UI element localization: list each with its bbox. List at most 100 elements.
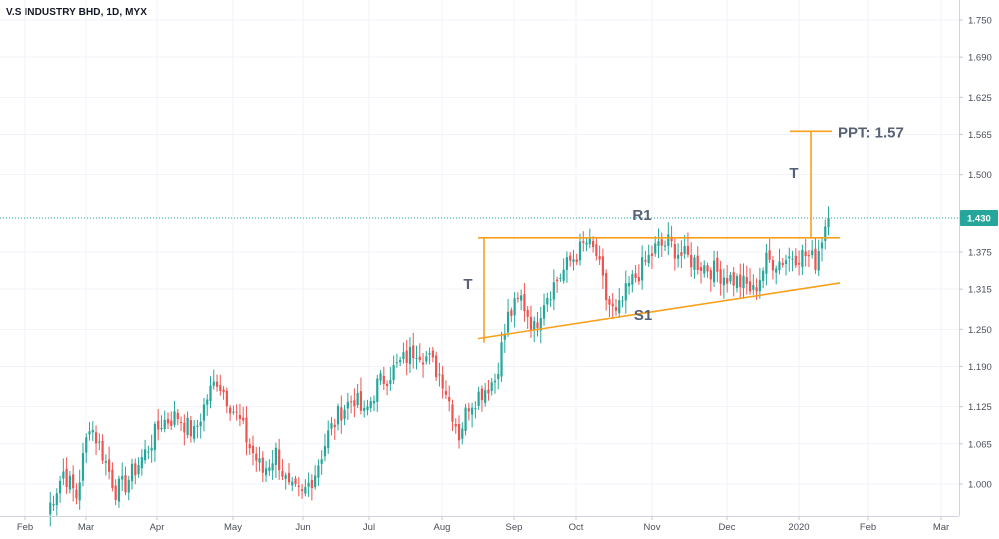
candle-body	[595, 244, 598, 256]
candle-body	[418, 356, 421, 361]
candle-body	[173, 411, 176, 425]
candle-body	[732, 272, 735, 286]
candle-body	[274, 447, 277, 465]
candle-body	[111, 469, 114, 488]
candle-body	[94, 432, 98, 444]
candle-body	[827, 217, 830, 228]
candle-body	[506, 311, 510, 333]
candle-body	[85, 437, 88, 453]
x-tick-label: Aug	[434, 522, 451, 533]
candle-body	[516, 297, 519, 299]
candle-body	[222, 389, 225, 393]
time-axis: Feb Mar Apr May Jun Jul Aug Sep Oct Nov Dec 2020 Feb…	[0, 516, 959, 533]
candle-body	[376, 378, 379, 402]
candle-body	[72, 474, 75, 489]
candle-body	[366, 406, 369, 411]
candle-body	[199, 421, 202, 427]
candle-body	[575, 259, 578, 263]
candle-body	[487, 389, 490, 394]
candle-body	[533, 321, 536, 331]
candle-body	[300, 489, 304, 492]
candle-body	[739, 274, 742, 288]
y-tick-label: 1.375	[968, 248, 992, 259]
candle-body	[444, 391, 448, 395]
candle-body	[284, 475, 287, 479]
candle-body	[428, 353, 431, 355]
candle-body	[294, 478, 297, 485]
x-tick-label: Sep	[506, 522, 523, 533]
candle-body	[330, 423, 333, 429]
x-tick-label: Oct	[569, 522, 584, 533]
candle-body	[153, 423, 157, 450]
candle-body	[637, 277, 640, 282]
candle-body	[255, 453, 258, 461]
candle-body	[346, 401, 349, 409]
candle-body	[811, 250, 814, 256]
candle-body	[693, 257, 696, 270]
y-tick-label: 1.315	[968, 285, 992, 296]
candle-body	[716, 257, 719, 272]
candle-body	[438, 374, 441, 376]
candle-body	[435, 355, 438, 378]
candle-body	[189, 420, 192, 437]
candle-body	[529, 316, 533, 331]
candle-body	[677, 254, 680, 259]
candle-body	[451, 404, 454, 422]
candle-body	[248, 444, 251, 449]
y-tick-label: 1.125	[968, 402, 992, 413]
candle-body	[261, 457, 264, 473]
candle-body	[503, 333, 506, 340]
candle-body	[176, 412, 179, 420]
candle-body	[706, 265, 709, 272]
y-tick-label: 1.065	[968, 439, 992, 450]
candle-body	[225, 390, 228, 407]
candle-body	[372, 400, 376, 404]
candle-series	[49, 206, 830, 527]
candle-body	[323, 446, 327, 457]
candle-body	[382, 375, 385, 384]
candle-body	[768, 250, 771, 260]
candle-body	[307, 482, 310, 487]
candle-body	[729, 274, 732, 282]
candle-body	[546, 298, 549, 305]
candle-body	[124, 475, 127, 493]
candle-body	[55, 493, 58, 506]
candle-body	[278, 449, 281, 471]
candle-body	[91, 429, 94, 433]
candle-body	[709, 270, 712, 280]
candle-body	[556, 279, 559, 282]
candle-body	[474, 408, 477, 410]
candle-body	[130, 463, 134, 482]
candle-body	[454, 424, 457, 427]
candle-body	[820, 242, 824, 249]
candle-body	[402, 352, 405, 360]
x-tick-label: Apr	[150, 522, 165, 533]
candle-body	[663, 245, 667, 247]
candle-body	[788, 256, 791, 259]
candle-body	[552, 282, 555, 300]
candle-body	[490, 382, 493, 391]
candle-body	[647, 254, 650, 264]
candle-body	[634, 273, 637, 279]
candle-body	[385, 383, 389, 387]
candle-body	[742, 275, 745, 289]
candle-body	[209, 385, 212, 402]
target-label: PPT: 1.57	[838, 124, 904, 141]
candle-body	[500, 342, 503, 377]
candle-body	[369, 401, 372, 408]
candle-body	[539, 318, 542, 331]
candle-body	[801, 249, 804, 267]
y-tick-label: 1.250	[968, 325, 992, 336]
candle-body	[611, 303, 614, 307]
candle-body	[117, 478, 121, 502]
candle-body	[405, 350, 408, 364]
candle-body	[565, 257, 569, 270]
candle-body	[670, 236, 673, 242]
candle-body	[317, 465, 320, 478]
candle-body	[121, 475, 124, 480]
candle-body	[144, 449, 147, 461]
candle-body	[183, 422, 186, 433]
candle-body	[807, 255, 811, 257]
candle-body	[578, 241, 582, 261]
